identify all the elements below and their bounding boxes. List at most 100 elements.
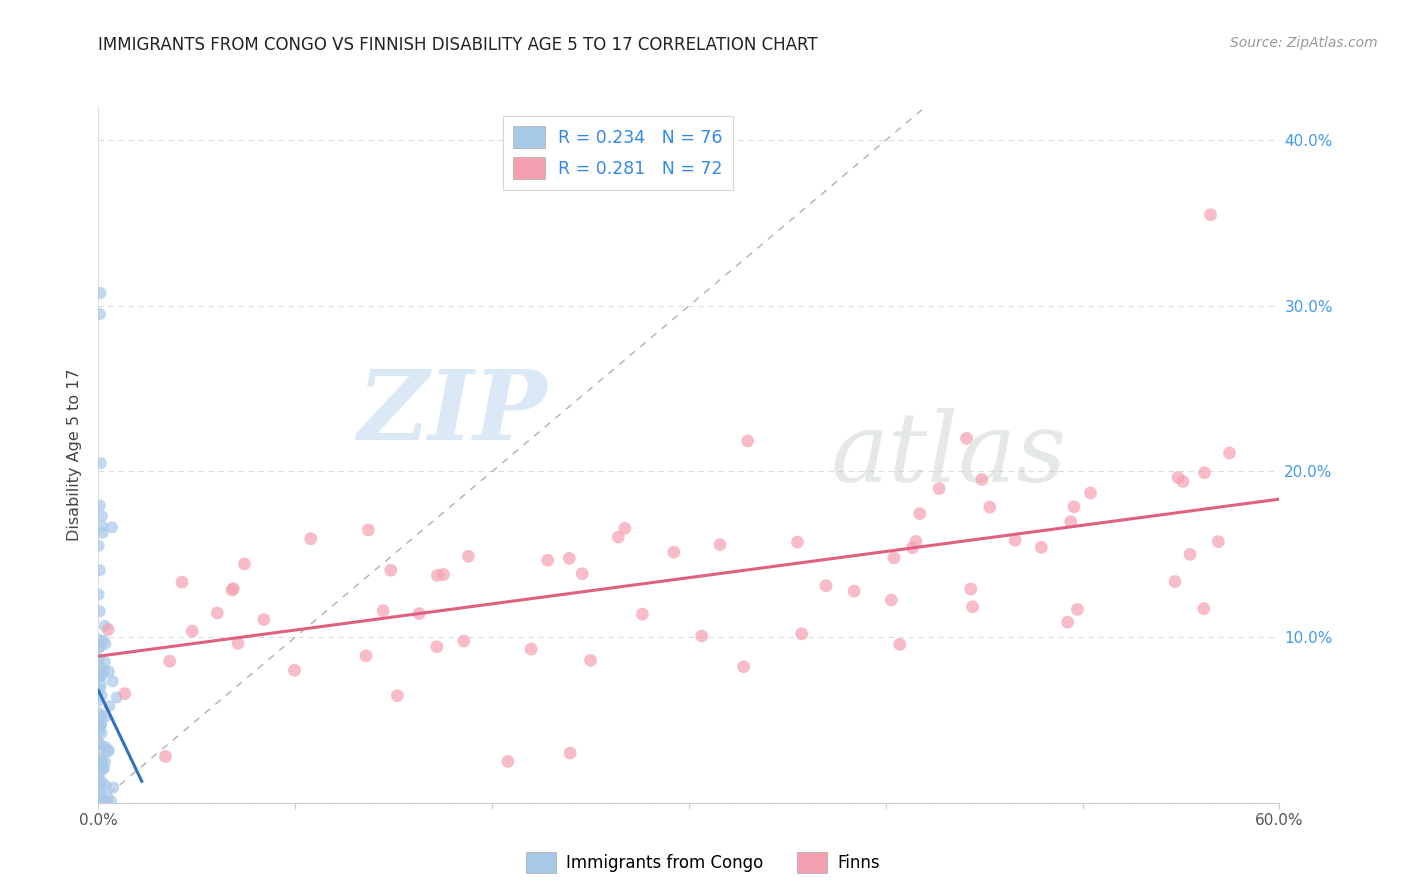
Point xyxy=(90,794,112,808)
Point xyxy=(89,776,111,790)
Point xyxy=(962,599,984,614)
Point xyxy=(89,669,111,683)
Point xyxy=(87,539,110,553)
Point xyxy=(90,708,112,723)
Point xyxy=(96,794,118,808)
Point xyxy=(89,787,111,801)
Point xyxy=(1031,541,1053,555)
Point xyxy=(89,721,111,735)
Point xyxy=(101,674,124,689)
Point xyxy=(709,537,731,551)
Point xyxy=(631,607,654,622)
Point xyxy=(98,699,121,714)
Point xyxy=(1208,534,1230,549)
Point xyxy=(1060,515,1083,529)
Point xyxy=(889,637,911,651)
Point xyxy=(928,482,950,496)
Point xyxy=(89,659,111,673)
Point xyxy=(181,624,204,639)
Point xyxy=(387,689,409,703)
Point xyxy=(283,663,305,677)
Point xyxy=(1080,486,1102,500)
Point xyxy=(97,665,120,679)
Point xyxy=(90,719,112,733)
Point xyxy=(357,523,380,537)
Point xyxy=(222,582,245,596)
Point xyxy=(94,637,117,651)
Point xyxy=(93,633,115,648)
Point xyxy=(89,307,111,321)
Point xyxy=(101,780,124,795)
Point xyxy=(354,648,377,663)
Point xyxy=(93,762,115,776)
Point xyxy=(97,743,120,757)
Point xyxy=(908,507,931,521)
Point xyxy=(90,677,112,691)
Point xyxy=(221,583,243,598)
Point xyxy=(1164,574,1187,589)
Point xyxy=(94,794,117,808)
Point xyxy=(89,604,111,618)
Point xyxy=(91,794,114,808)
Point xyxy=(97,744,120,758)
Point xyxy=(91,519,114,533)
Point xyxy=(1178,547,1201,561)
Point xyxy=(94,709,117,723)
Point xyxy=(94,779,117,793)
Point xyxy=(371,604,394,618)
Point xyxy=(89,794,111,808)
Point xyxy=(537,553,560,567)
Y-axis label: Disability Age 5 to 17: Disability Age 5 to 17 xyxy=(67,368,83,541)
Point xyxy=(93,664,115,678)
Point xyxy=(87,759,110,773)
Point xyxy=(432,567,454,582)
Point xyxy=(90,716,112,731)
Point xyxy=(94,619,117,633)
Text: ZIP: ZIP xyxy=(357,367,547,460)
Point xyxy=(91,758,114,772)
Point xyxy=(883,550,905,565)
Point xyxy=(91,794,114,808)
Point xyxy=(89,563,111,577)
Legend: R = 0.234   N = 76, R = 0.281   N = 72: R = 0.234 N = 76, R = 0.281 N = 72 xyxy=(503,116,734,190)
Point xyxy=(1004,533,1026,548)
Point xyxy=(89,681,111,696)
Point xyxy=(579,653,602,667)
Point xyxy=(94,755,117,769)
Point xyxy=(90,456,112,470)
Point xyxy=(89,285,111,300)
Point xyxy=(159,654,181,668)
Point xyxy=(87,587,110,601)
Point xyxy=(114,687,136,701)
Point xyxy=(1056,615,1078,630)
Point xyxy=(1218,446,1240,460)
Point xyxy=(87,724,110,739)
Point xyxy=(87,736,110,750)
Text: atlas: atlas xyxy=(831,408,1067,502)
Point xyxy=(790,627,813,641)
Point xyxy=(89,766,111,780)
Point xyxy=(979,500,1001,514)
Point xyxy=(91,525,114,540)
Point xyxy=(1063,500,1085,514)
Point xyxy=(571,566,593,581)
Point xyxy=(1199,208,1222,222)
Point xyxy=(733,659,755,673)
Point xyxy=(96,790,118,805)
Point xyxy=(91,509,114,524)
Point xyxy=(380,563,402,577)
Point xyxy=(1066,602,1088,616)
Point xyxy=(558,746,581,760)
Point xyxy=(89,640,111,655)
Point xyxy=(233,557,256,571)
Point xyxy=(89,738,111,752)
Point xyxy=(520,642,543,657)
Point xyxy=(880,593,903,607)
Point xyxy=(155,749,177,764)
Point xyxy=(89,781,111,796)
Point xyxy=(97,623,120,637)
Point xyxy=(207,606,229,620)
Point xyxy=(558,551,581,566)
Point xyxy=(94,655,117,669)
Point xyxy=(453,634,475,648)
